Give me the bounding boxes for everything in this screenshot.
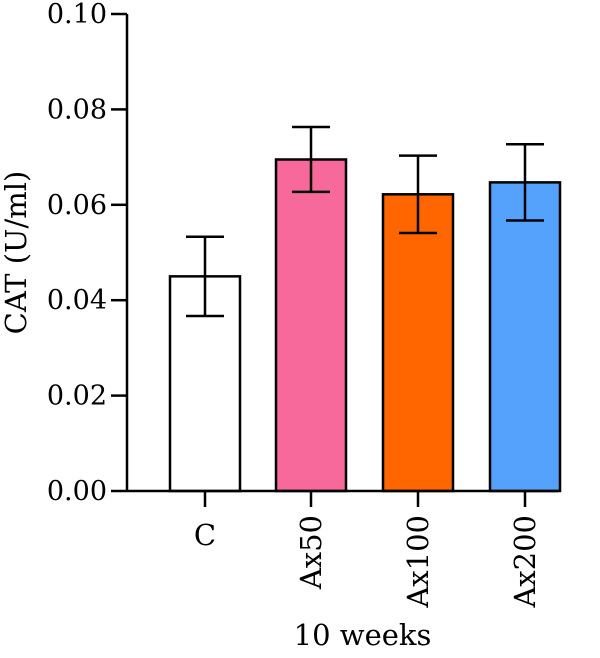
bar-ax200 xyxy=(488,181,562,493)
labels-layer: C Ax50 Ax100 Ax200 0.00 0.02 0.04 0.06 0.08 0.10 xyxy=(47,0,542,609)
x-tick-label-ax50: Ax50 xyxy=(294,515,328,590)
y-tick-label: 0.06 xyxy=(47,190,107,221)
bars-layer xyxy=(168,125,562,493)
x-axis-title: 10 weeks xyxy=(294,618,432,652)
axes-layer xyxy=(111,12,558,507)
x-tick-label-c: C xyxy=(194,518,216,552)
y-tick-label: 0.02 xyxy=(47,381,107,412)
y-axis-title: CAT (U/ml) xyxy=(0,171,33,335)
error-bar-ax50 xyxy=(292,125,330,194)
y-tick-label: 0.10 xyxy=(47,0,107,30)
bar-ax50 xyxy=(274,158,348,493)
error-bar-c xyxy=(186,235,224,318)
y-tick-label: 0.08 xyxy=(47,94,107,125)
x-tick-label-ax100: Ax100 xyxy=(401,515,435,609)
y-tick-label: 0.04 xyxy=(47,285,107,316)
error-bar-ax200 xyxy=(506,142,544,222)
y-tick-label: 0.00 xyxy=(47,476,107,507)
x-tick-label-ax200: Ax200 xyxy=(508,515,542,609)
bar-ax100 xyxy=(381,193,455,493)
error-bar-ax100 xyxy=(399,154,437,235)
